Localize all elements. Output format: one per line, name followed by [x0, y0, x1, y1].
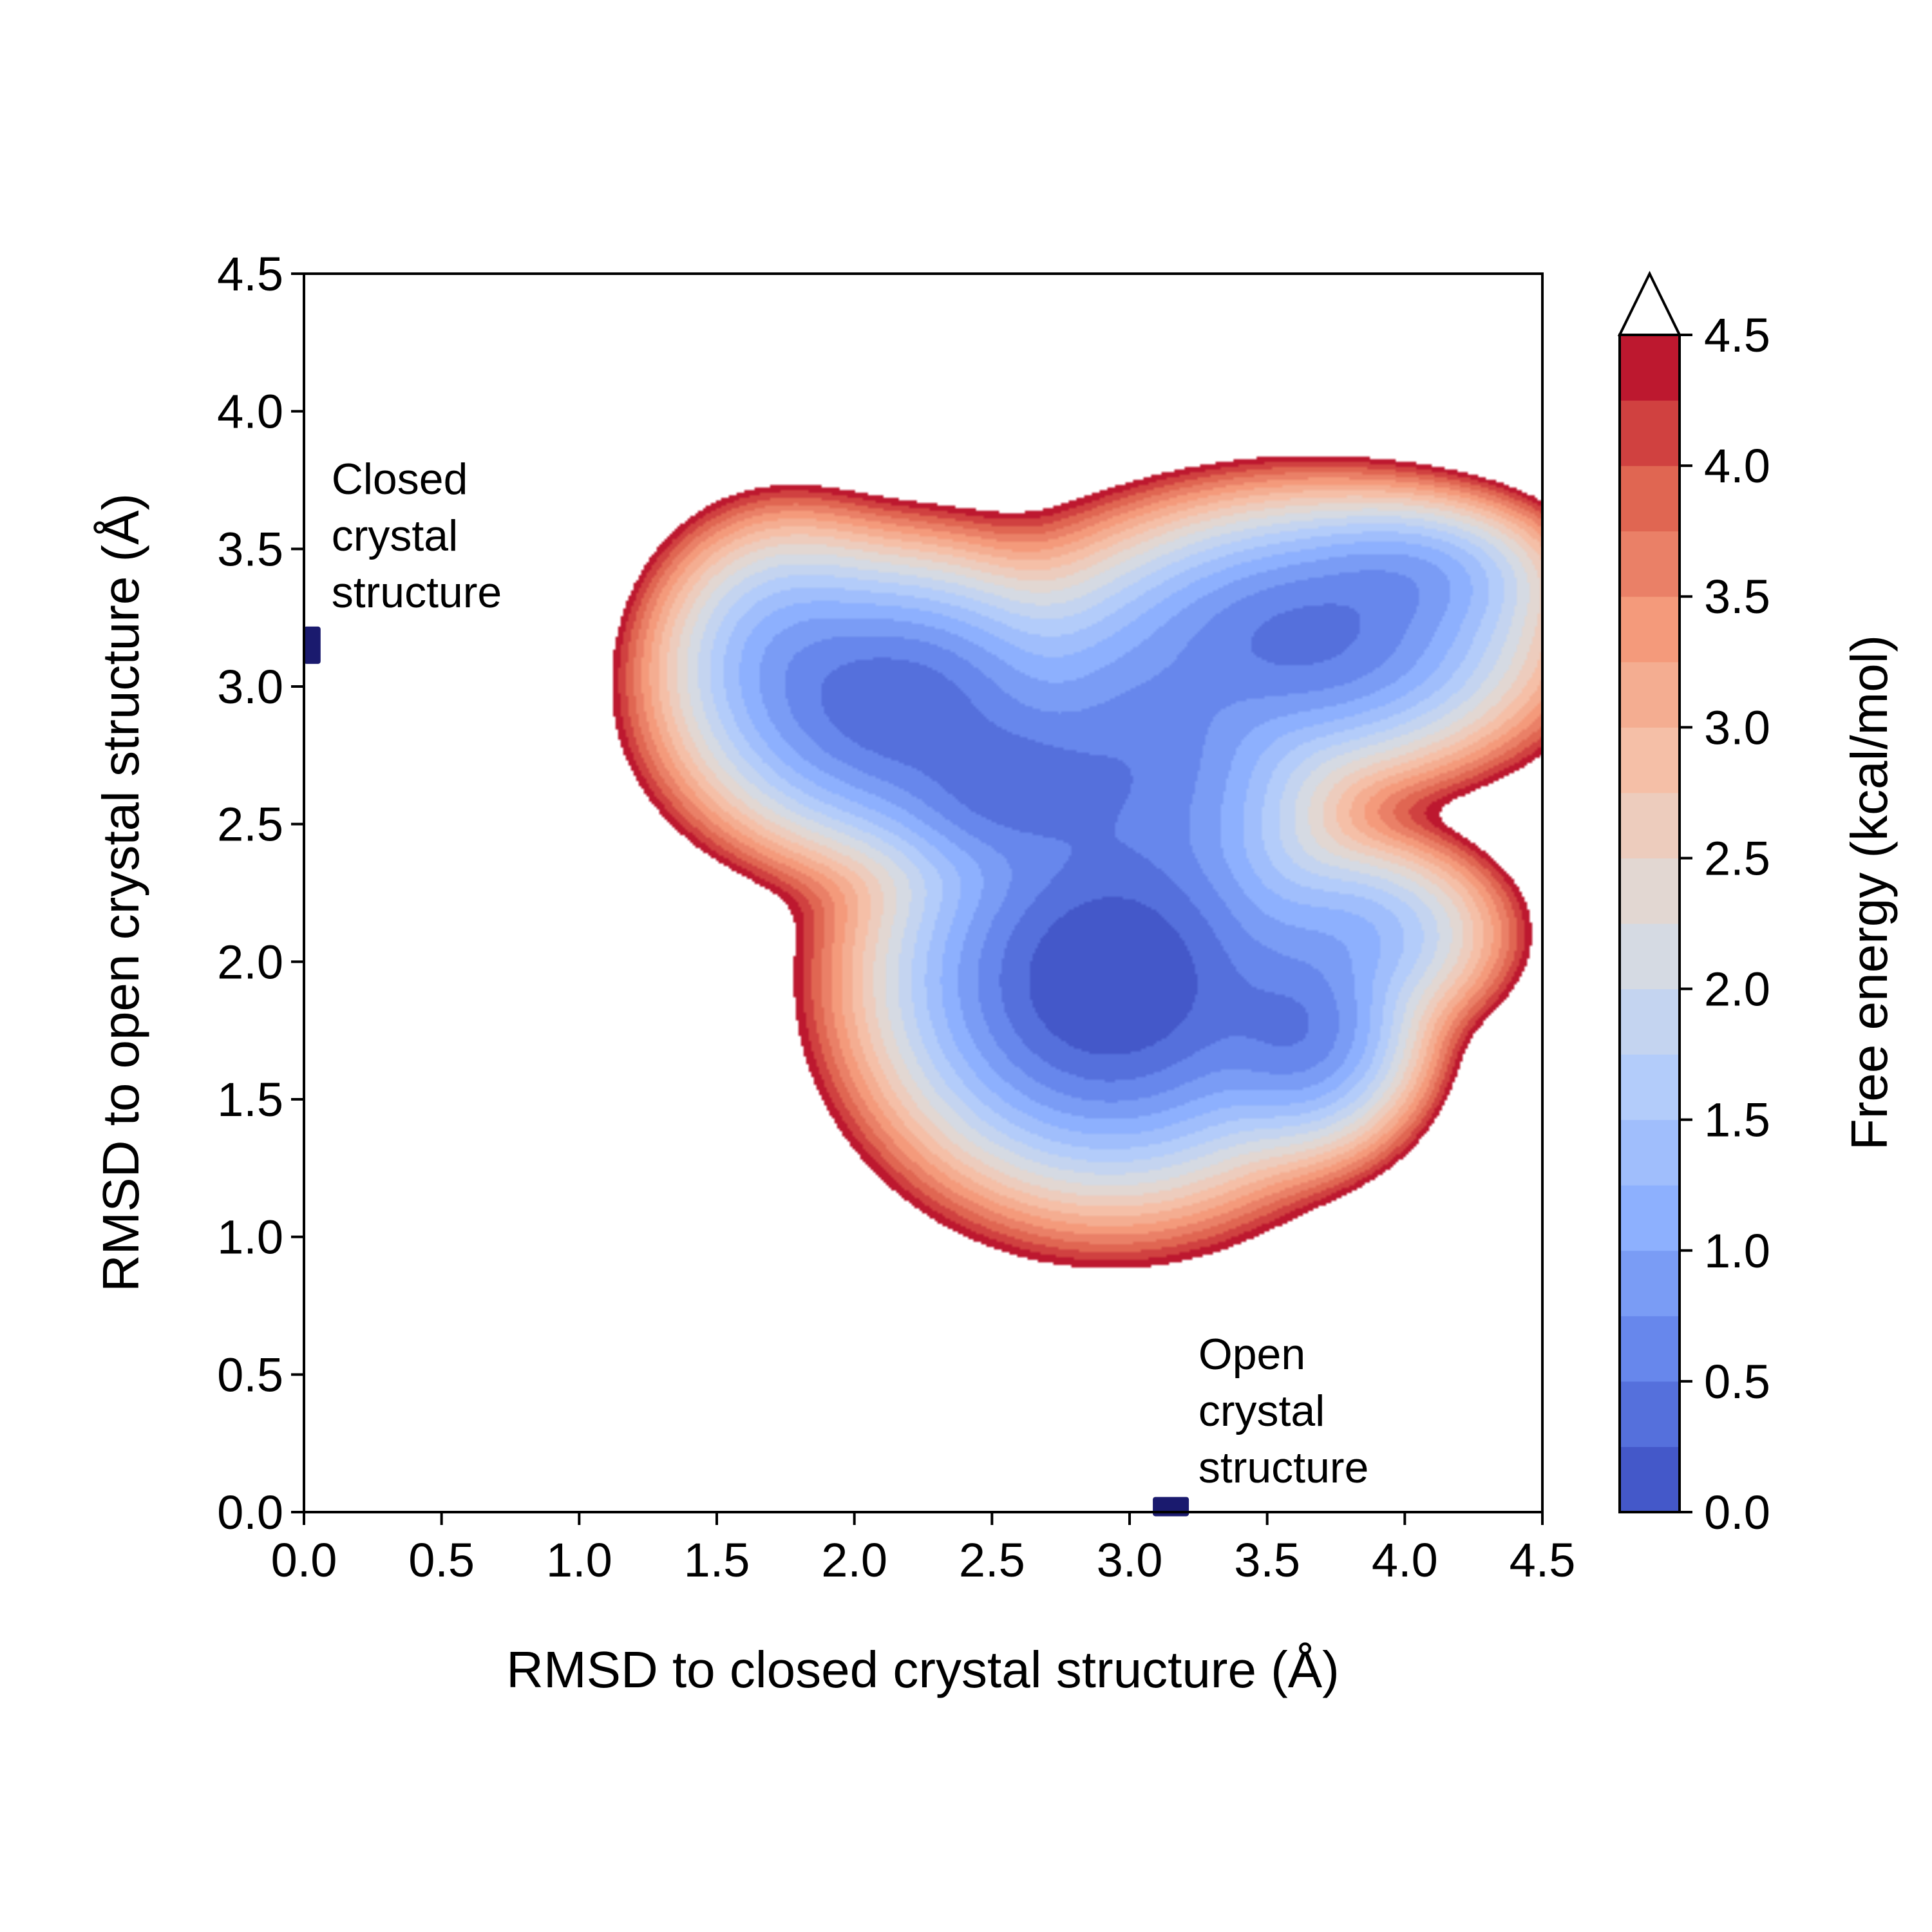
y-tick-label: 3.5 [217, 522, 283, 576]
colorbar-extend-triangle [1617, 270, 1682, 336]
y-tick-label: 4.0 [217, 385, 283, 439]
colorbar-band [1620, 1185, 1680, 1251]
x-tick-label: 0.0 [271, 1533, 337, 1587]
colorbar-tick-label: 2.0 [1704, 963, 1770, 1016]
colorbar-label: Free energy (kcal/mol) [1841, 635, 1898, 1150]
colorbar-band [1620, 1054, 1680, 1121]
colorbar-band [1620, 1446, 1680, 1513]
colorbar-tick-label: 4.0 [1704, 439, 1770, 493]
colorbar-tick-label: 1.5 [1704, 1094, 1770, 1147]
x-axis-title: RMSD to closed crystal structure (Å) [506, 1641, 1340, 1698]
colorbar-band [1620, 1316, 1680, 1382]
annotations: Closed crystal structure Open crystal structu… [332, 455, 1369, 1492]
colorbar-band [1620, 400, 1680, 466]
colorbar-band [1620, 792, 1680, 858]
colorbar-tick-label: 3.0 [1704, 701, 1770, 754]
y-axis-title: RMSD to open crystal structure (Å) [92, 493, 149, 1292]
colorbar-tick-label: 0.0 [1704, 1486, 1770, 1539]
plot-area: Closed crystal structure Open crystal structu… [303, 272, 1544, 1517]
colorbar-band [1620, 989, 1680, 1055]
colorbar-band [1620, 1381, 1680, 1447]
colorbar-tick-label: 1.0 [1704, 1224, 1770, 1278]
open-crystal-structure-label: Open crystal structure [1198, 1330, 1369, 1492]
y-tick-label: 0.5 [217, 1348, 283, 1401]
free-energy-contours [304, 274, 1542, 1512]
colorbar-band [1620, 335, 1680, 401]
y-tick-label: 0.0 [217, 1486, 283, 1539]
colorbar-band [1620, 466, 1680, 532]
colorbar-tick-label: 0.5 [1704, 1355, 1770, 1408]
free-energy-contour-fill [304, 274, 1542, 1512]
y-axis: 0.0 0.5 1.0 1.5 2.0 2.5 3.0 3.5 4.0 4.5 [217, 247, 304, 1539]
colorbar-frame [1618, 334, 1681, 1513]
x-tick-label: 2.5 [959, 1533, 1025, 1587]
colorbar-tick-label: 3.5 [1704, 570, 1770, 623]
colorbar: 0.0 0.5 1.0 1.5 2.0 2.5 3.0 3.5 4.0 4.5 [1617, 270, 1770, 1539]
colorbar-band [1620, 596, 1680, 663]
x-tick-label: 4.0 [1372, 1533, 1438, 1587]
y-tick-label: 3.0 [217, 660, 283, 714]
x-tick-label: 0.5 [408, 1533, 475, 1587]
y-tick-label: 2.0 [217, 935, 283, 989]
colorbar-band [1620, 661, 1680, 728]
plot-frame [303, 272, 1544, 1513]
y-tick-label: 1.0 [217, 1211, 283, 1264]
y-tick-label: 4.5 [217, 247, 283, 301]
colorbar-band [1620, 858, 1680, 924]
colorbar-band [1620, 1250, 1680, 1316]
colorbar-band [1620, 1119, 1680, 1186]
x-tick-label: 2.0 [821, 1533, 887, 1587]
x-tick-label: 3.0 [1097, 1533, 1163, 1587]
y-tick-label: 2.5 [217, 798, 283, 851]
y-tick-label: 1.5 [217, 1073, 283, 1126]
x-tick-label: 3.5 [1234, 1533, 1300, 1587]
closed-crystal-structure-label: Closed crystal structure [332, 455, 502, 617]
colorbar-band [1620, 727, 1680, 793]
x-axis: 0.0 0.5 1.0 1.5 2.0 2.5 3.0 3.5 4.0 4.5 [271, 1512, 1576, 1587]
closed-crystal-structure-marker [303, 626, 321, 664]
colorbar-band [1620, 531, 1680, 597]
colorbar-tick-label: 2.5 [1704, 831, 1770, 885]
colorbar-tick-label: 4.5 [1704, 308, 1770, 362]
x-tick-label: 1.0 [546, 1533, 612, 1587]
x-tick-label: 1.5 [684, 1533, 750, 1587]
colorbar-band [1620, 923, 1680, 990]
x-tick-label: 4.5 [1510, 1533, 1576, 1587]
